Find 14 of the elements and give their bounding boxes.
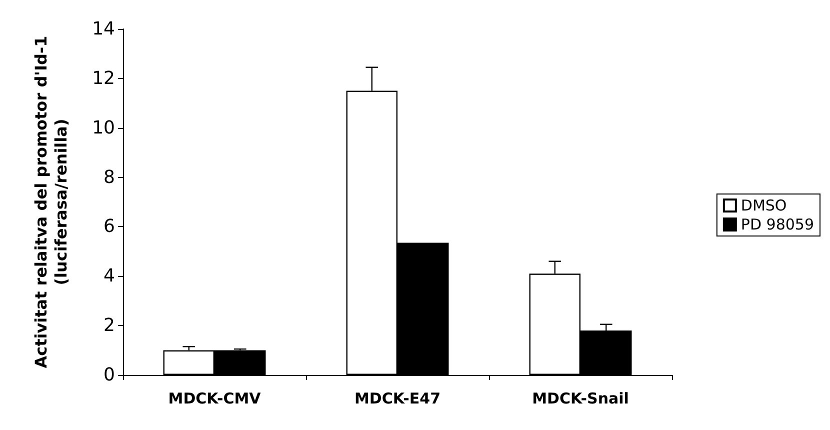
x-tick-label: MDCK-CMV <box>168 390 262 408</box>
y-tick-label: 8 <box>104 166 115 188</box>
y-tick-label: 4 <box>104 266 115 287</box>
y-tick-label: 0 <box>104 364 115 386</box>
y-axis-title: Activitat relaitva del promotor d'Id-1 (luciferasa/renilla) <box>32 36 70 368</box>
legend-label: PD 98059 <box>740 216 814 234</box>
y-tick-label: 2 <box>104 315 115 336</box>
y-tick-label: 10 <box>92 117 115 138</box>
x-tick-label: MDCK-Snail <box>532 390 629 408</box>
y-tick-label: 14 <box>92 18 115 40</box>
y-tick-label: 12 <box>92 68 115 89</box>
y-tick-label: 6 <box>104 216 115 238</box>
x-tick-label: MDCK-E47 <box>354 390 441 408</box>
legend-label: DMSO <box>740 196 787 214</box>
